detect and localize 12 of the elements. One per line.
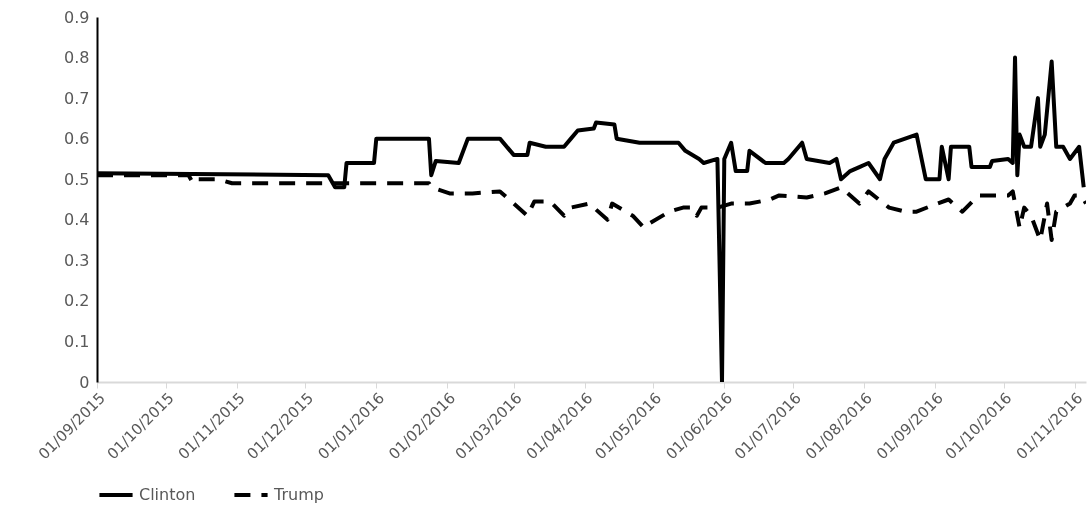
y-tick-label: 0.1 [64,331,90,351]
legend-label: Trump [273,485,324,504]
y-tick-label: 0 [79,372,90,392]
y-tick-label: 0.4 [64,210,90,230]
y-tick-label: 0.2 [64,291,90,311]
y-tick-label: 0.9 [64,7,90,27]
legend-label: Clinton [139,485,196,504]
y-tick-label: 0.3 [64,250,90,270]
y-tick-label: 0.6 [64,129,90,149]
y-tick-label: 0.7 [64,88,90,108]
y-tick-label: 0.8 [64,48,90,68]
y-tick-label: 0.5 [64,169,90,189]
